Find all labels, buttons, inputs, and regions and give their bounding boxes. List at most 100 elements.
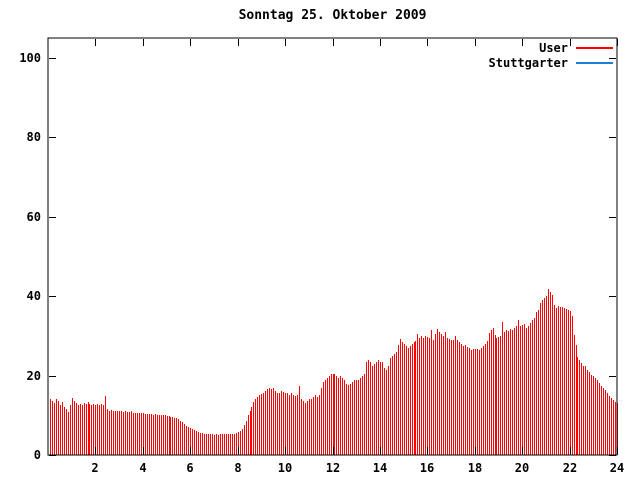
impulse-bar — [536, 312, 537, 455]
impulse-bar — [153, 415, 154, 455]
impulse-bar — [259, 395, 260, 455]
impulse-bar — [443, 336, 444, 455]
impulse-bar — [469, 348, 470, 455]
impulse-bar — [331, 374, 332, 455]
impulse-bar — [388, 366, 389, 455]
impulse-bar — [307, 401, 308, 455]
impulse-bar — [111, 410, 112, 455]
impulse-bar — [611, 398, 612, 455]
impulse-bar — [232, 434, 233, 455]
impulse-bar — [317, 397, 318, 455]
user-series-line-swatch — [576, 46, 613, 49]
impulse-bar — [289, 395, 290, 455]
impulse-bar — [78, 405, 79, 455]
impulse-bar — [56, 399, 57, 455]
impulse-bar — [60, 405, 61, 455]
impulse-bar — [293, 395, 294, 455]
impulse-bar — [384, 368, 385, 455]
impulse-bar — [404, 344, 405, 455]
impulse-bar — [421, 336, 422, 455]
impulse-bar — [455, 336, 456, 455]
impulse-bar — [315, 395, 316, 455]
impulse-bar — [170, 417, 171, 455]
impulse-bar — [461, 344, 462, 455]
impulse-bar — [208, 434, 209, 455]
impulse-bar — [538, 310, 539, 455]
plot-border — [47, 37, 618, 456]
impulse-bar — [206, 434, 207, 455]
impulse-bar — [338, 378, 339, 455]
impulse-bar — [398, 345, 399, 455]
impulse-bar — [159, 415, 160, 455]
impulse-bar — [253, 402, 254, 455]
y-axis-tick-label: 80 — [26, 130, 41, 144]
impulse-bar — [261, 394, 262, 455]
impulse-bar — [226, 434, 227, 455]
impulse-bar — [570, 311, 571, 455]
impulse-bar — [447, 338, 448, 455]
impulse-bar — [80, 404, 81, 455]
impulse-bar — [135, 413, 136, 455]
y-axis-tick-label: 0 — [33, 448, 41, 462]
impulse-bar — [184, 424, 185, 455]
impulse-bar — [202, 433, 203, 455]
legend-label-stuttgarter: Stuttgarter — [488, 55, 568, 70]
impulse-bar — [526, 328, 527, 455]
impulse-bar — [489, 333, 490, 455]
x-axis-tick-label: 22 — [562, 461, 578, 475]
impulse-bar — [358, 380, 359, 455]
impulse-bar — [291, 393, 292, 455]
impulse-bar — [408, 348, 409, 455]
impulse-bar — [566, 309, 567, 455]
impulse-bar — [281, 391, 282, 455]
impulse-bar — [127, 412, 128, 455]
impulse-bar — [491, 330, 492, 455]
impulse-bar — [240, 431, 241, 455]
impulse-bar — [137, 413, 138, 455]
impulse-bar — [115, 411, 116, 455]
impulse-bar — [251, 407, 252, 455]
impulse-bar — [465, 345, 466, 455]
impulse-bar — [378, 360, 379, 455]
impulse-bar — [344, 380, 345, 455]
impulse-bar — [161, 415, 162, 455]
impulse-bar — [340, 376, 341, 455]
impulse-bar — [485, 344, 486, 455]
impulse-bar — [552, 295, 553, 455]
impulse-bar — [544, 298, 545, 455]
impulse-bar — [99, 405, 100, 455]
x-axis-tick-label: 24 — [609, 461, 625, 475]
impulse-bar — [487, 341, 488, 455]
impulse-bar — [556, 308, 557, 455]
impulse-bar — [109, 411, 110, 455]
impulse-bar — [76, 403, 77, 455]
impulse-bar — [562, 307, 563, 455]
impulse-bar — [74, 401, 75, 455]
impulse-bar — [500, 336, 501, 455]
impulse-bar — [574, 335, 575, 455]
impulse-bar — [445, 332, 446, 455]
impulse-bar — [88, 402, 89, 455]
impulse-bar — [475, 349, 476, 455]
impulse-bar — [374, 364, 375, 455]
x-axis-tick-label: 14 — [372, 461, 388, 475]
impulse-bar — [139, 413, 140, 455]
impulse-bar — [107, 409, 108, 455]
impulse-bar — [589, 372, 590, 455]
x-axis-tick-label: 10 — [277, 461, 293, 475]
impulse-bar — [176, 418, 177, 455]
impulse-bar — [402, 342, 403, 455]
impulse-bar — [212, 434, 213, 455]
impulse-bar — [376, 362, 377, 455]
impulse-bar — [200, 433, 201, 455]
impulse-bar — [437, 329, 438, 455]
impulse-bar — [333, 374, 334, 455]
impulse-bar — [303, 401, 304, 455]
impulse-bar — [273, 388, 274, 455]
impulse-bar — [524, 324, 525, 455]
impulse-bar — [182, 422, 183, 455]
impulse-bar — [548, 289, 549, 455]
impulse-bar — [269, 388, 270, 455]
impulse-bar — [595, 378, 596, 455]
